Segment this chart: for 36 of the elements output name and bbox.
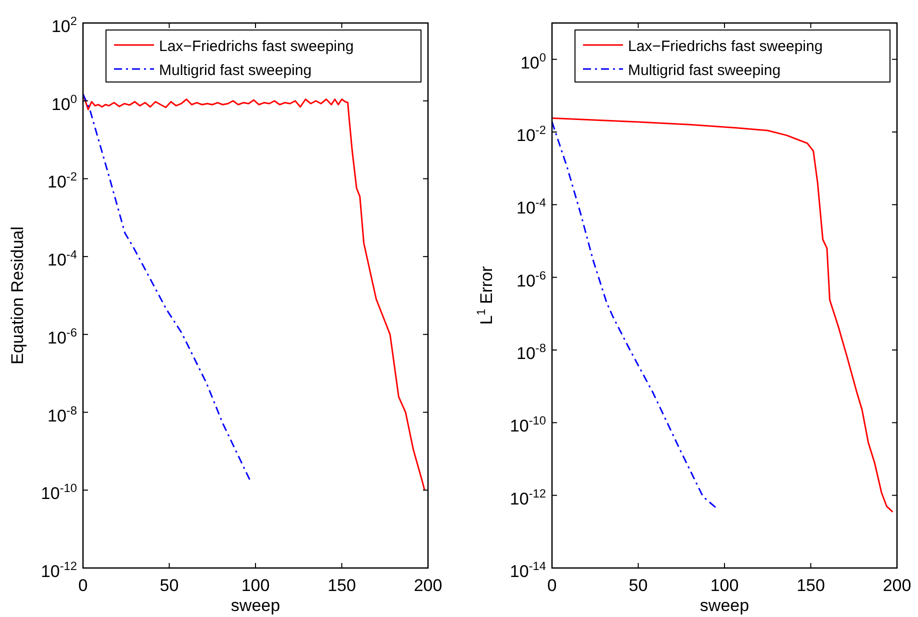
x-axis-title: sweep [700, 596, 750, 615]
x-tick-label: 150 [328, 576, 356, 595]
y-tick-label: 10$^{-4}$ [48, 248, 78, 270]
y-tick-label: 10$^{-10}$ [40, 481, 78, 504]
x-tick-label: 150 [796, 576, 825, 595]
y-tick-label: 10$^{-10}$ [510, 414, 546, 436]
y-tick-label: 10$^{-12}$ [40, 559, 78, 581]
line-series [83, 93, 251, 481]
y-tick-label: 10$^{0}$ [520, 50, 546, 72]
y-tick-label: 10$^{0}$ [51, 92, 78, 114]
legend-label: Multigrid fast sweeping [159, 62, 312, 79]
y-tick-label: 10$^{-6}$ [48, 325, 78, 348]
y-axis-title: Equation Residual [8, 226, 27, 364]
x-tick-label: 200 [882, 576, 912, 595]
y-tick-label: 10$^{-8}$ [516, 341, 546, 363]
x-tick-label: 200 [414, 576, 442, 595]
x-axis-title: sweep [230, 596, 280, 615]
y-tick-label: 10$^{-6}$ [516, 268, 546, 290]
x-tick-label: 0 [547, 576, 557, 595]
y-tick-label: 10$^{-2}$ [48, 170, 78, 192]
y-tick-label: 10$^{-8}$ [48, 403, 78, 426]
y-tick-label: 10$^{-12}$ [510, 486, 546, 508]
line-series [552, 121, 719, 510]
x-tick-label: 50 [628, 576, 648, 595]
line-series [552, 117, 894, 513]
y-tick-label: 10$^{2}$ [51, 14, 78, 36]
y-tick-label: 10$^{-14}$ [510, 559, 546, 581]
legend-label: Lax−Friedrichs fast sweeping [159, 38, 354, 55]
y-tick-label: 10$^{-4}$ [516, 196, 546, 218]
x-tick-label: 0 [78, 576, 88, 595]
legend-label: Multigrid fast sweeping [628, 62, 781, 79]
legend-label: Lax−Friedrichs fast sweeping [628, 38, 823, 55]
x-tick-label: 100 [241, 576, 270, 595]
x-tick-label: 100 [710, 576, 739, 595]
x-tick-label: 50 [160, 576, 179, 595]
y-tick-label: 10$^{-2}$ [516, 123, 546, 145]
